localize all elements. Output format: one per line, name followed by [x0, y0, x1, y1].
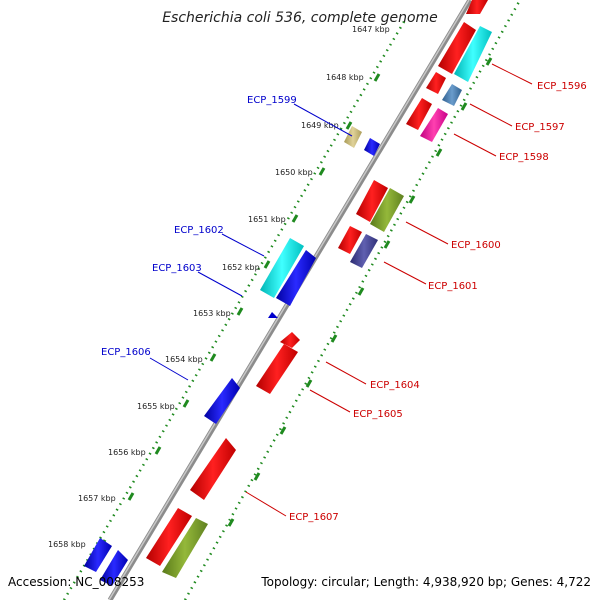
tick-label: 1656 kbp [108, 448, 146, 457]
gene-feature[interactable] [438, 22, 476, 74]
gene-feature[interactable] [84, 538, 112, 572]
gene-feature[interactable] [190, 438, 236, 500]
tick-label: 1652 kbp [222, 263, 260, 272]
gene-label-ecp-1606[interactable]: ECP_1606 [101, 347, 151, 358]
gene-feature[interactable] [276, 250, 316, 306]
outer-major-ticks [99, 73, 381, 548]
gene-label-ecp-1598[interactable]: ECP_1598 [499, 152, 549, 163]
reverse-strand-features [146, 0, 492, 578]
forward-strand-features [84, 126, 380, 586]
outer-tick-ring [62, 19, 407, 600]
gene-labels-forward: ECP_1599 ECP_1602 ECP_1603 ECP_1606 [101, 95, 297, 358]
gene-label-ecp-1604[interactable]: ECP_1604 [370, 380, 420, 391]
gene-feature[interactable] [204, 378, 240, 424]
tick-labels: 1647 kbp 1648 kbp 1649 kbp 1650 kbp 1651… [48, 25, 390, 549]
gene-feature[interactable] [146, 508, 192, 566]
leader-lines-reverse [245, 63, 533, 517]
tick-label: 1655 kbp [137, 402, 175, 411]
tick-label: 1650 kbp [275, 168, 313, 177]
gene-feature[interactable] [350, 234, 378, 268]
tick-label: 1647 kbp [352, 25, 390, 34]
gene-feature[interactable] [454, 26, 492, 82]
gene-labels-reverse: ECP_1596 ECP_1597 ECP_1598 ECP_1600 ECP_… [289, 81, 587, 523]
tick-label: 1649 kbp [301, 121, 339, 130]
leader-lines-forward [149, 103, 353, 381]
gene-label-ecp-1605[interactable]: ECP_1605 [353, 409, 403, 420]
tick-label: 1654 kbp [165, 355, 203, 364]
gene-feature[interactable] [442, 84, 462, 106]
inner-major-ticks [227, 57, 493, 527]
gene-feature[interactable] [344, 126, 362, 148]
tick-label: 1657 kbp [78, 494, 116, 503]
gene-feature[interactable] [370, 188, 404, 232]
tick-label: 1648 kbp [326, 73, 364, 82]
gene-label-ecp-1600[interactable]: ECP_1600 [451, 240, 501, 251]
gene-label-ecp-1601[interactable]: ECP_1601 [428, 281, 478, 292]
gene-feature[interactable] [260, 238, 304, 298]
inner-tick-ring [183, 0, 522, 600]
gene-feature[interactable] [406, 98, 432, 130]
gene-label-ecp-1597[interactable]: ECP_1597 [515, 122, 565, 133]
gene-label-ecp-1602[interactable]: ECP_1602 [174, 225, 224, 236]
gene-feature[interactable] [426, 72, 446, 94]
gene-feature[interactable] [364, 138, 380, 156]
gene-feature[interactable] [256, 344, 298, 394]
gene-feature[interactable] [100, 550, 128, 586]
gene-feature[interactable] [420, 108, 448, 142]
gene-label-ecp-1607[interactable]: ECP_1607 [289, 512, 339, 523]
gene-feature[interactable] [466, 0, 488, 14]
gene-feature[interactable] [268, 312, 278, 318]
gene-label-ecp-1596[interactable]: ECP_1596 [537, 81, 587, 92]
map-title: Escherichia coli 536, complete genome [162, 10, 438, 26]
gene-feature[interactable] [162, 518, 208, 578]
gene-feature[interactable] [338, 226, 362, 254]
tick-label: 1658 kbp [48, 540, 86, 549]
topology-summary: Topology: circular; Length: 4,938,920 bp… [260, 575, 591, 589]
gene-feature[interactable] [280, 332, 300, 348]
tick-label: 1651 kbp [248, 215, 286, 224]
gene-feature[interactable] [356, 180, 388, 222]
gene-label-ecp-1599[interactable]: ECP_1599 [247, 95, 297, 106]
gene-label-ecp-1603[interactable]: ECP_1603 [152, 263, 202, 274]
tick-label: 1653 kbp [193, 309, 231, 318]
accession-text: Accession: NC_008253 [8, 575, 144, 589]
